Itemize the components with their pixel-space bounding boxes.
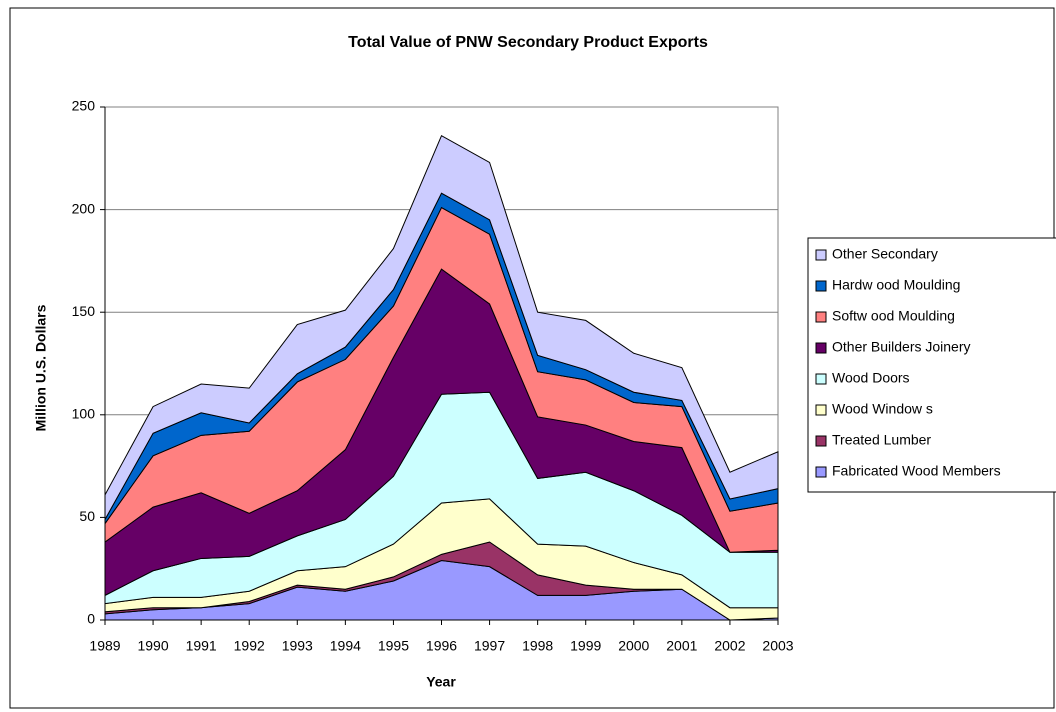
y-tick-label: 150 [72, 303, 96, 319]
x-tick-label: 1997 [474, 638, 505, 654]
x-tick-label: 1991 [186, 638, 217, 654]
legend-label: Softw ood Moulding [832, 308, 955, 324]
legend-swatch [815, 249, 827, 261]
x-tick-label: 1993 [282, 638, 313, 654]
x-tick-label: 2003 [762, 638, 793, 654]
legend-swatch [815, 342, 827, 354]
legend-label: Treated Lumber [832, 432, 931, 448]
legend-swatch [815, 435, 827, 447]
x-tick-label: 1989 [89, 638, 120, 654]
y-tick-label: 0 [87, 611, 95, 627]
legend-label: Hardw ood Moulding [832, 277, 960, 293]
legend-label: Wood Window s [832, 401, 933, 417]
chart-title: Total Value of PNW Secondary Product Exp… [348, 34, 708, 51]
x-tick-label: 2001 [666, 638, 697, 654]
y-axis-label: Million U.S. Dollars [33, 304, 49, 431]
x-tick-label: 1990 [137, 638, 168, 654]
y-tick-label: 100 [72, 406, 96, 422]
legend-swatch [815, 466, 827, 478]
legend-label: Wood Doors [832, 370, 910, 386]
area [104, 135, 779, 522]
x-tick-label: 1999 [570, 638, 601, 654]
legend-label: Other Secondary [832, 246, 938, 262]
legend-label: Other Builders Joinery [832, 339, 971, 355]
legend-box [807, 237, 1056, 493]
y-tick-label: 200 [72, 200, 96, 216]
y-tick-label: 50 [79, 508, 95, 524]
legend-swatch [815, 280, 827, 292]
x-tick-label: 2002 [714, 638, 745, 654]
x-tick-label: 1996 [426, 638, 457, 654]
x-tick-label: 1992 [234, 638, 265, 654]
y-tick-label: 250 [72, 98, 96, 114]
x-axis-label: Year [426, 674, 456, 690]
x-tick-label: 1998 [522, 638, 553, 654]
x-tick-label: 1994 [330, 638, 361, 654]
x-tick-label: 2000 [618, 638, 649, 654]
x-tick-label: 1995 [378, 638, 409, 654]
legend-swatch [815, 373, 827, 385]
legend-swatch [815, 404, 827, 416]
legend-label: Fabricated Wood Members [832, 463, 1001, 479]
legend-swatch [815, 311, 827, 323]
